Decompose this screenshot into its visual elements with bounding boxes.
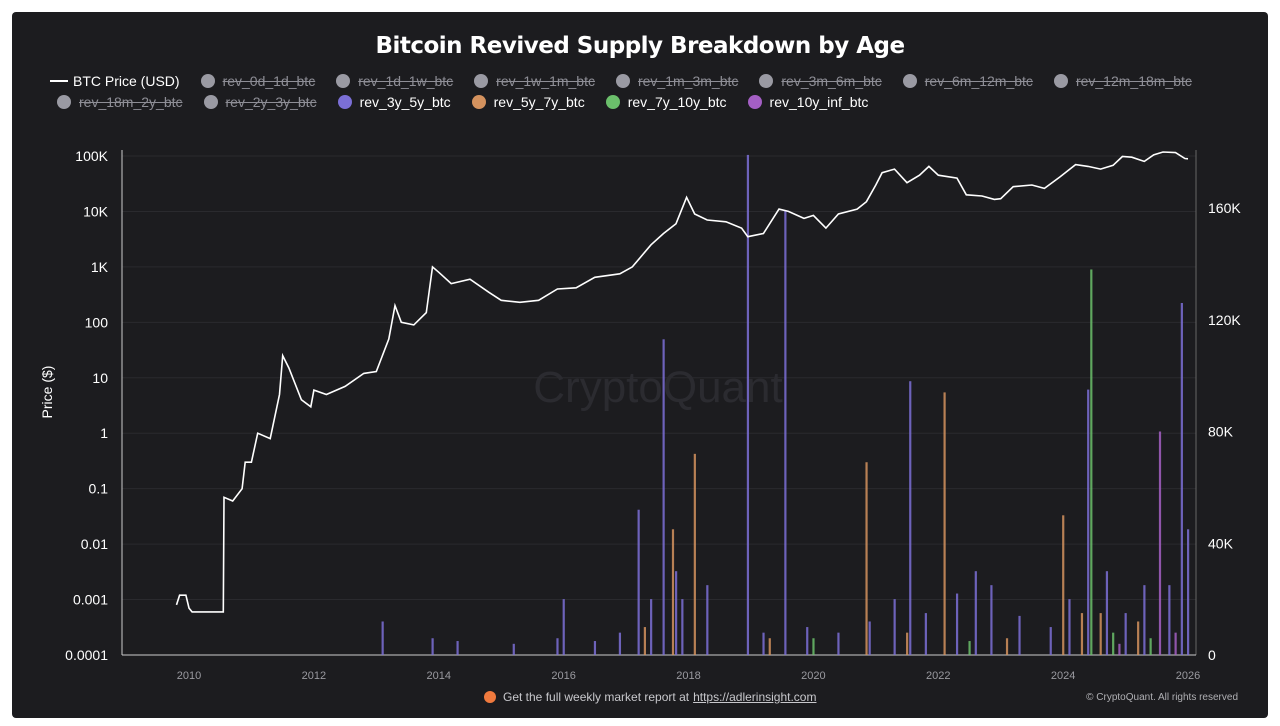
legend-item-rev-6m-12m-btc[interactable]: rev_6m_12m_btc bbox=[902, 73, 1033, 89]
legend-row-2: rev_18m_2y_btc rev_2y_3y_btc rev_3y_5y_btc… bbox=[57, 94, 889, 110]
legend-dot-swatch bbox=[747, 95, 762, 109]
legend-dot-swatch bbox=[474, 74, 489, 88]
legend-label: rev_10y_inf_btc bbox=[769, 94, 869, 110]
legend-label: rev_7y_10y_btc bbox=[627, 94, 727, 110]
chart-title: Bitcoin Revived Supply Breakdown by Age bbox=[375, 33, 905, 59]
legend-label: rev_3m_6m_btc bbox=[781, 73, 882, 89]
legend-label: rev_12m_18m_btc bbox=[1075, 73, 1192, 89]
legend-item-rev-5y-7y-btc[interactable]: rev_5y_7y_btc bbox=[471, 94, 585, 110]
legend-line-swatch bbox=[50, 80, 68, 82]
legend-item-rev-7y-10y-btc[interactable]: rev_7y_10y_btc bbox=[605, 94, 727, 110]
legend-label: rev_1m_3m_btc bbox=[637, 73, 739, 89]
legend-label: rev_1w_1m_btc bbox=[496, 73, 595, 89]
legend-item-rev-1w-1m-btc[interactable]: rev_1w_1m_btc bbox=[474, 73, 595, 89]
legend-dot-swatch bbox=[337, 95, 352, 109]
legend-label: rev_2y_3y_btc bbox=[225, 94, 317, 110]
legend-label: rev_1d_1w_btc bbox=[358, 73, 454, 89]
copyright: © CryptoQuant. All rights reserved bbox=[1086, 692, 1238, 703]
legend-item-rev-12m-18m-btc[interactable]: rev_12m_18m_btc bbox=[1053, 73, 1192, 89]
legend-item-btc-price-usd-[interactable]: BTC Price (USD) bbox=[50, 73, 180, 89]
legend-row-1: BTC Price (USD) rev_0d_1d_btc rev_1d_1w_bt… bbox=[50, 73, 1213, 89]
legend-dot-swatch bbox=[57, 95, 71, 109]
legend-dot-swatch bbox=[471, 95, 486, 109]
legend-item-rev-10y-inf-btc[interactable]: rev_10y_inf_btc bbox=[747, 94, 869, 110]
legend-item-rev-3m-6m-btc[interactable]: rev_3m_6m_btc bbox=[759, 73, 882, 89]
legend-dot-swatch bbox=[200, 74, 215, 88]
legend-dot-swatch bbox=[336, 74, 351, 88]
footer-text: Get the full weekly market report at bbox=[503, 690, 690, 704]
legend-dot-swatch bbox=[605, 95, 620, 109]
legend-item-rev-2y-3y-btc[interactable]: rev_2y_3y_btc bbox=[203, 94, 317, 110]
legend-dot-swatch bbox=[902, 74, 917, 88]
chart-card bbox=[12, 12, 1268, 718]
legend-dot-swatch bbox=[1053, 74, 1068, 88]
legend-item-rev-3y-5y-btc[interactable]: rev_3y_5y_btc bbox=[337, 94, 451, 110]
legend-dot-swatch bbox=[759, 74, 774, 88]
legend-label: rev_0d_1d_btc bbox=[222, 73, 316, 89]
legend-item-rev-0d-1d-btc[interactable]: rev_0d_1d_btc bbox=[200, 73, 316, 89]
legend-label: rev_18m_2y_btc bbox=[79, 94, 183, 110]
footer: Get the full weekly market report at htt… bbox=[484, 690, 816, 704]
legend-item-rev-1m-3m-btc[interactable]: rev_1m_3m_btc bbox=[615, 73, 739, 89]
legend-label: rev_5y_7y_btc bbox=[493, 94, 585, 110]
legend-label: rev_6m_12m_btc bbox=[924, 73, 1033, 89]
legend-dot-swatch bbox=[615, 74, 630, 88]
legend-label: BTC Price (USD) bbox=[73, 73, 180, 89]
legend-item-rev-1d-1w-btc[interactable]: rev_1d_1w_btc bbox=[336, 73, 453, 89]
legend-label: rev_3y_5y_btc bbox=[359, 94, 451, 110]
footer-link[interactable]: https://adlerinsight.com bbox=[693, 690, 817, 704]
legend-item-rev-18m-2y-btc[interactable]: rev_18m_2y_btc bbox=[57, 94, 183, 110]
legend-dot-swatch bbox=[203, 95, 218, 109]
report-dot-icon bbox=[484, 691, 496, 703]
